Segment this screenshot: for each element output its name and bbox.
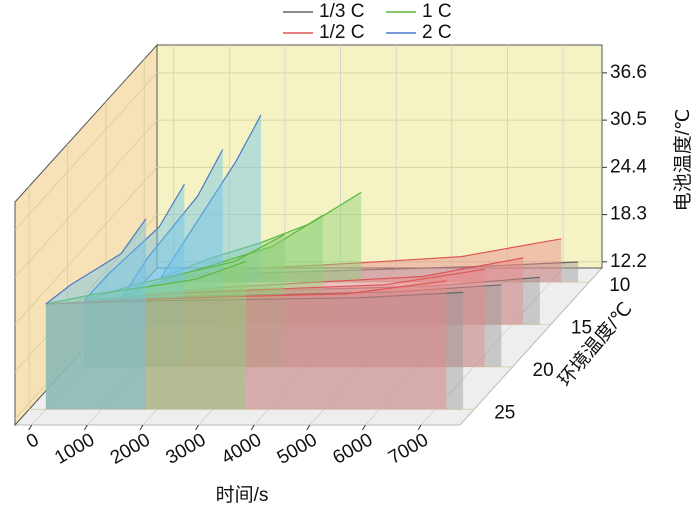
curve-line: [45, 280, 447, 305]
curve-fill: [45, 280, 447, 410]
curve-line: [45, 260, 247, 305]
curve-line: [84, 284, 502, 301]
x-tick: [417, 424, 422, 431]
x-tick-label: 5000: [274, 429, 321, 468]
grid-line: [14, 166, 602, 325]
curve-fill: [122, 149, 223, 325]
x-tick-label: 3000: [162, 429, 209, 468]
curve-fill: [84, 184, 185, 367]
curve-line: [45, 218, 147, 305]
curve-fill: [122, 257, 524, 325]
curve-line: [122, 149, 224, 297]
grid-line: [14, 119, 602, 278]
y-tick-label: 20: [533, 360, 554, 381]
grid-line: [142, 45, 286, 426]
grid-line: [14, 261, 602, 420]
curve-line: [122, 214, 324, 298]
grid-line: [105, 101, 551, 325]
z-tick-label: 36.6: [610, 62, 647, 83]
legend-label: 2 C: [422, 22, 452, 43]
grid-line: [14, 72, 602, 231]
grid-line: [198, 45, 342, 426]
x-tick-label: 1000: [51, 429, 98, 468]
z-tick-label: 12.2: [610, 251, 647, 272]
y-tick-label: 10: [609, 275, 630, 296]
curve-fill: [84, 269, 485, 367]
curve-fill: [45, 292, 464, 410]
x-tick-label: 6000: [329, 429, 376, 468]
curve-line: [84, 268, 485, 301]
curve-line: [122, 276, 540, 298]
z-tick-label: 30.5: [610, 109, 647, 130]
curve-line: [83, 183, 185, 301]
x-tick: [83, 424, 88, 431]
x-tick: [250, 424, 255, 431]
grid-line: [67, 143, 513, 368]
curve-line: [84, 233, 285, 301]
x-tick: [139, 424, 144, 431]
curve-fill: [160, 238, 562, 283]
x-tick-label: 4000: [218, 429, 265, 468]
curve-line: [122, 257, 524, 298]
curve-line: [160, 261, 579, 279]
x-tick-label: 0: [23, 429, 43, 452]
x-tick: [28, 424, 33, 431]
grid-line: [253, 45, 397, 426]
x-tick: [195, 424, 199, 431]
x-tick-label: 2000: [107, 429, 154, 468]
z-axis-label: 电池温度/℃: [672, 109, 694, 212]
curve-line: [160, 238, 562, 279]
x-axis-label: 时间/s: [216, 484, 269, 506]
y-tick-label: 25: [494, 402, 515, 423]
curve-fill: [45, 218, 146, 410]
x-tick: [306, 424, 311, 431]
grid-line: [14, 214, 602, 372]
curve-line: [160, 191, 362, 279]
z-tick-label: 18.3: [610, 204, 647, 225]
x-tick-label: 7000: [385, 429, 432, 468]
grid-line: [420, 45, 564, 426]
legend-label: 1/2 C: [319, 22, 364, 43]
grid-line: [365, 45, 508, 426]
grid-line: [28, 186, 475, 410]
grid-line: [31, 45, 175, 426]
x-tick: [362, 424, 366, 431]
curve-fill: [160, 192, 362, 283]
curve-fill: [160, 114, 261, 283]
grid-line: [309, 45, 453, 426]
legend-label: 1/3 C: [319, 1, 364, 22]
curve-fill: [84, 284, 502, 367]
back-wall: [156, 44, 603, 269]
curve-fill: [45, 261, 247, 410]
curve-line: [45, 291, 464, 305]
legend-label: 1 C: [422, 1, 452, 22]
z-tick-label: 24.4: [610, 156, 647, 177]
y-tick-label: 15: [571, 318, 592, 339]
y-axis-label: 环境温度/℃: [554, 298, 637, 391]
curve-line: [160, 114, 262, 278]
